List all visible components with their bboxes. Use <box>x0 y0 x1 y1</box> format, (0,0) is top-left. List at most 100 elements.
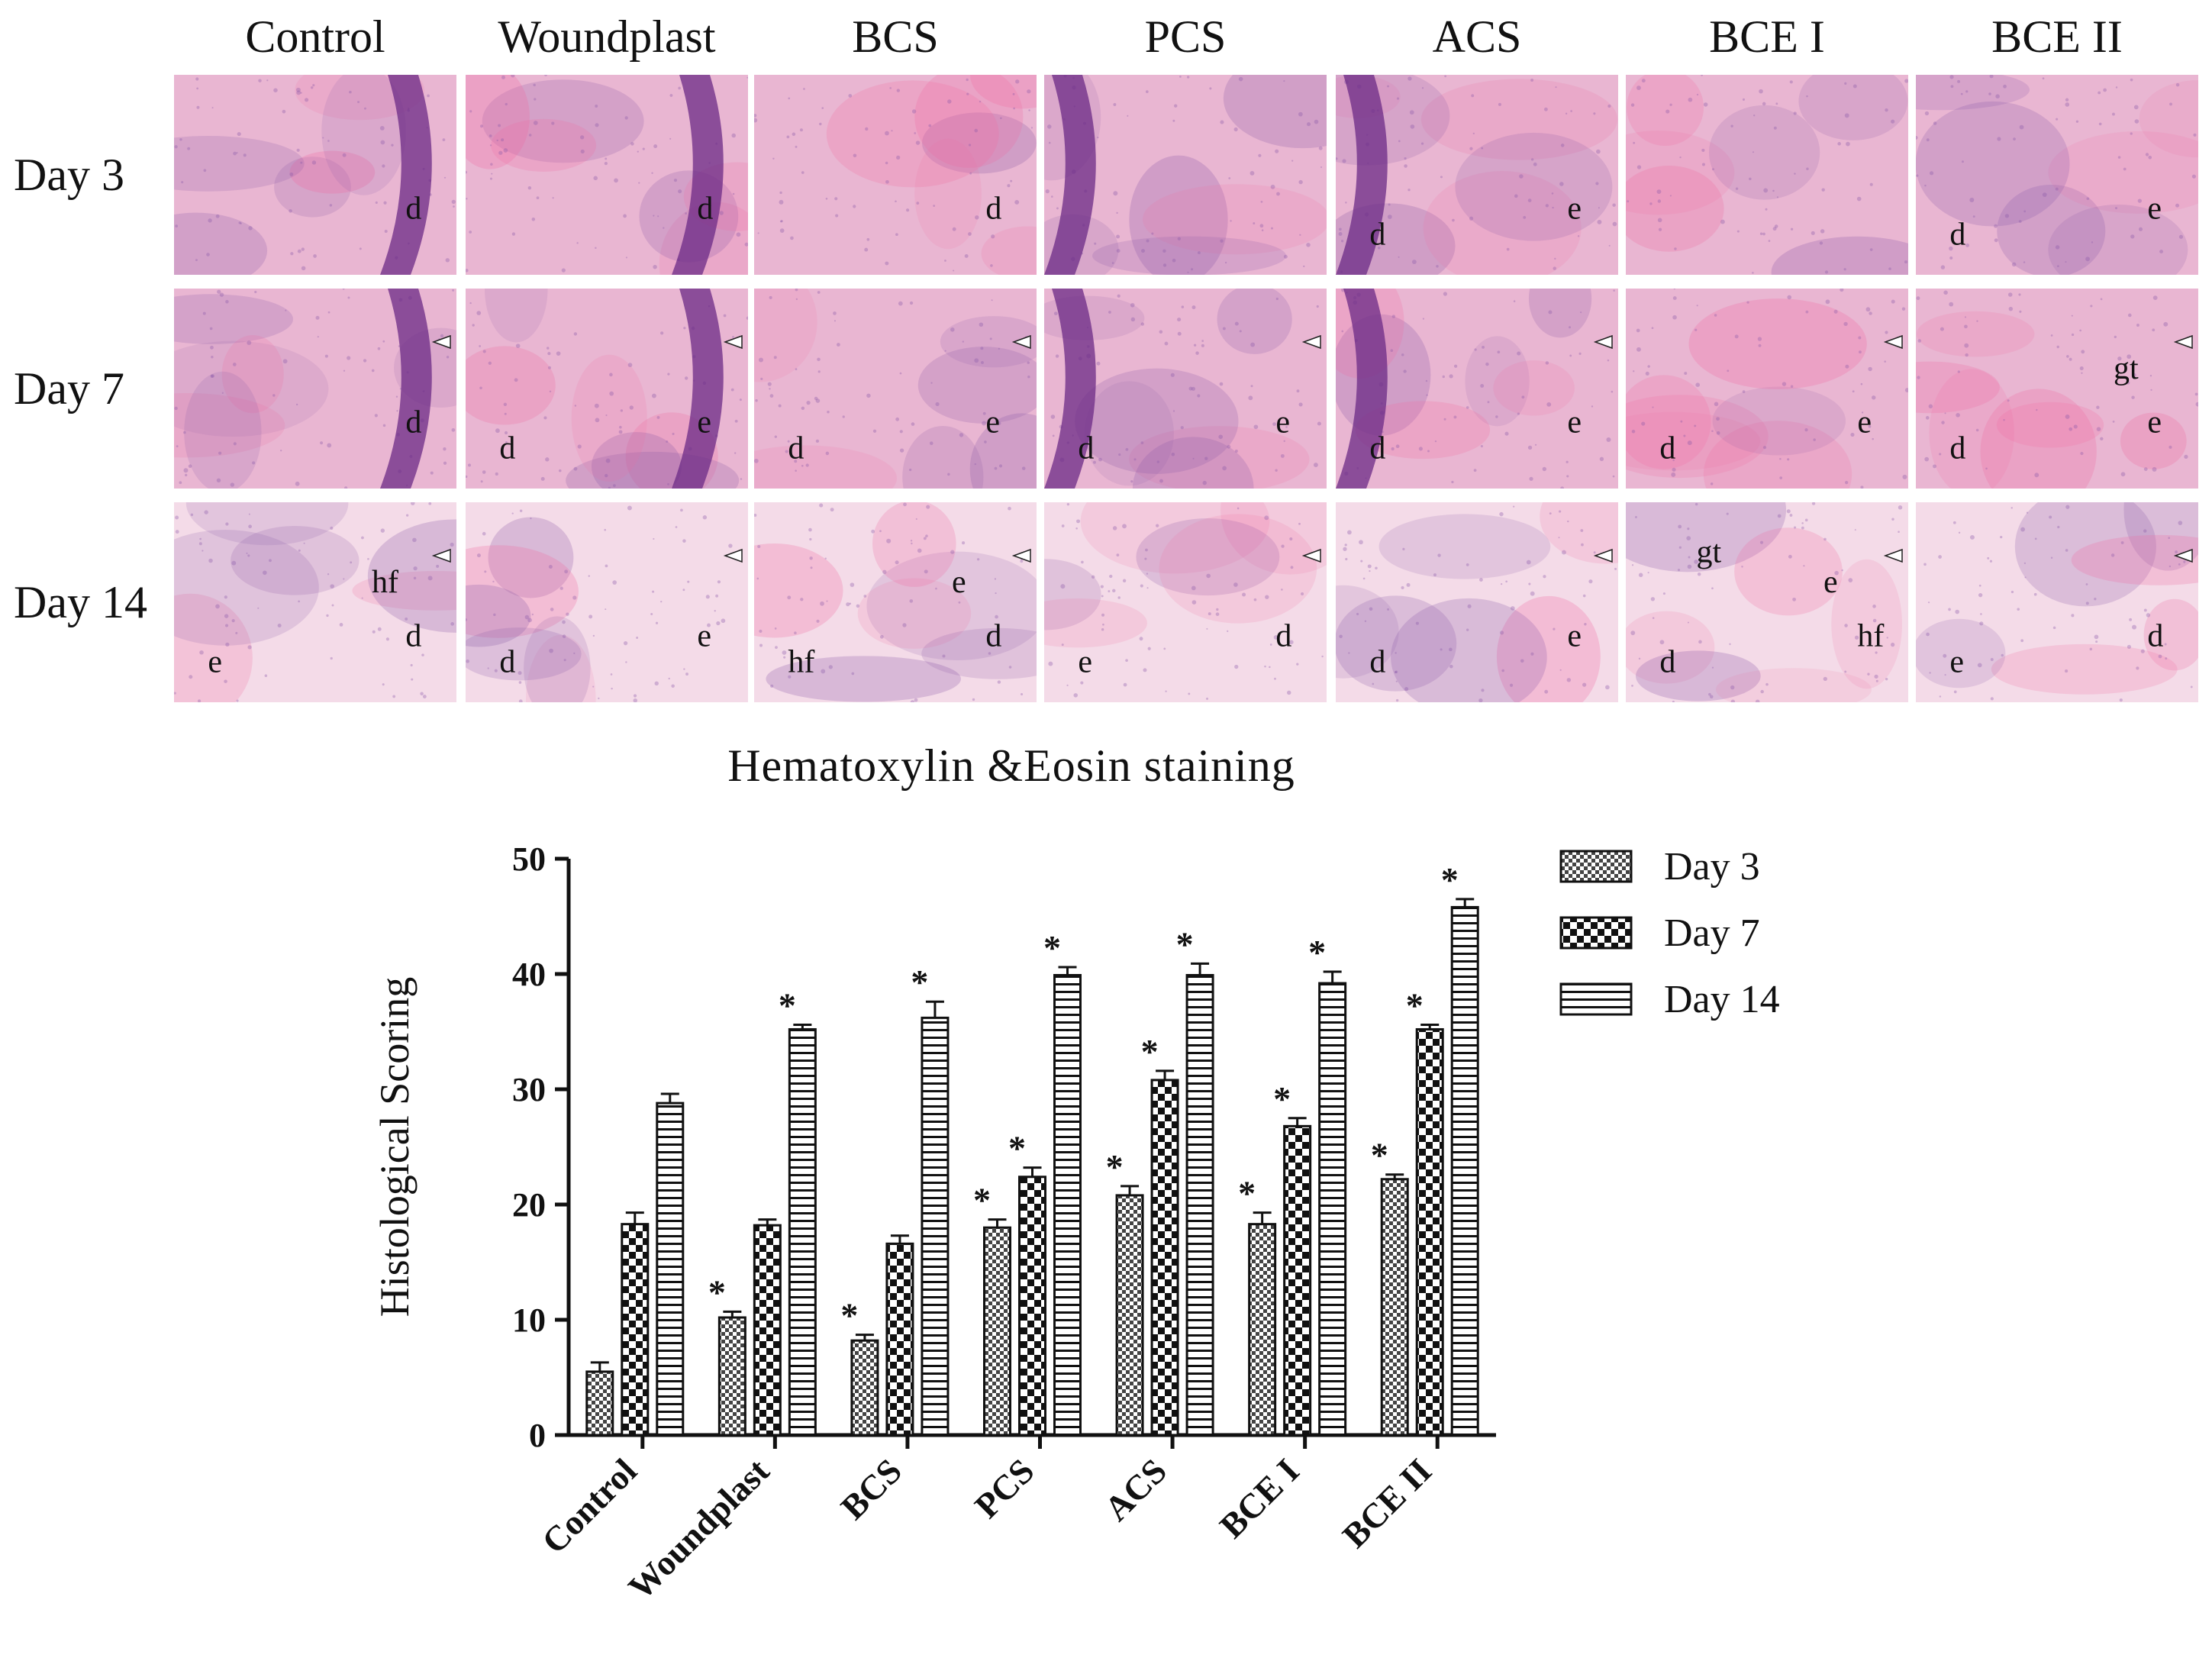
significance-marker: * <box>1308 933 1326 972</box>
panel-annotation-label: d <box>1659 645 1675 680</box>
panel-annotation-label: e <box>697 619 711 654</box>
significance-marker: * <box>708 1272 726 1311</box>
panel-annotation-label: e <box>1857 405 1872 440</box>
histology-image-day-3-bcs: d <box>754 75 1037 275</box>
significance-marker: * <box>1406 985 1424 1024</box>
panel-annotation-label: e <box>952 565 966 600</box>
column-header-bce-ii: BCE II <box>1991 11 2123 62</box>
panel-annotation-label: d <box>2147 619 2163 654</box>
bar-day-7 <box>1018 1176 1046 1437</box>
bar-day-14 <box>1185 974 1214 1437</box>
significance-marker: * <box>1238 1174 1256 1213</box>
panel-annotation-label: gt <box>2114 351 2139 386</box>
significance-marker: * <box>1043 928 1061 967</box>
panel-annotation-label: d <box>499 645 515 680</box>
legend-swatch-day-14 <box>1559 982 1633 1016</box>
histology-image-day-3-woundplast: d <box>466 75 748 275</box>
panel-annotation-label: e <box>1949 645 1964 680</box>
bar-day-3 <box>1248 1223 1277 1437</box>
panel-annotation-label: d <box>985 619 1001 654</box>
histology-image-day-7-control: d <box>174 289 456 489</box>
column-header-bcs: BCS <box>852 11 939 62</box>
legend-label: Day 3 <box>1664 845 1760 889</box>
panel-annotation-label: hf <box>1857 619 1884 654</box>
panel-annotation-label: hf <box>372 565 398 600</box>
bar-day-14 <box>1318 982 1347 1437</box>
y-tick-label: 30 <box>512 1071 546 1108</box>
y-tick-label: 40 <box>512 956 546 993</box>
legend-swatch-day-3 <box>1559 850 1633 883</box>
panel-annotation-label: e <box>1823 565 1838 600</box>
x-tick-label: ACS <box>1097 1451 1174 1528</box>
bar-day-14 <box>1053 974 1082 1437</box>
histology-image-day-3-bce-i <box>1626 75 1908 275</box>
bar-day-7 <box>621 1223 650 1437</box>
panel-annotation-label: e <box>208 645 222 680</box>
panel-annotation-label: d <box>499 431 515 466</box>
bar-day-3 <box>1115 1194 1144 1437</box>
panel-annotation-label: e <box>2147 192 2162 227</box>
column-header-acs: ACS <box>1432 11 1522 62</box>
panel-annotation-label: d <box>697 192 713 227</box>
row-header-day-7: Day 7 <box>14 363 124 414</box>
histology-image-day-3-pcs <box>1044 75 1327 275</box>
bar-day-14 <box>788 1027 817 1437</box>
significance-marker: * <box>911 963 928 1001</box>
x-tick-label: Woundplast <box>621 1451 777 1608</box>
bar-day-7 <box>1415 1027 1444 1437</box>
significance-marker: * <box>1273 1079 1291 1118</box>
panel-annotation-label: e <box>697 405 711 440</box>
panel-annotation-label: e <box>1275 405 1290 440</box>
histology-panel-grid: Control Woundplast BCS PCS ACS BCE I BCE II Day… <box>0 0 2212 710</box>
y-tick-label: 20 <box>512 1186 546 1224</box>
bar-day-3 <box>983 1226 1011 1437</box>
significance-marker: * <box>1176 924 1194 963</box>
histology-image-day-14-bcs: d hf e <box>754 502 1037 702</box>
y-axis-label: Histological Scoring <box>372 977 418 1317</box>
column-header-pcs: PCS <box>1144 11 1227 62</box>
bar-day-3 <box>717 1316 746 1437</box>
significance-marker: * <box>1141 1032 1159 1071</box>
x-tick-label: BCE I <box>1212 1451 1307 1546</box>
x-tick-label: BCS <box>834 1451 909 1527</box>
significance-marker: * <box>1441 860 1459 899</box>
panel-annotation-label: e <box>1567 192 1582 227</box>
panel-annotation-label: e <box>2147 405 2162 440</box>
panel-annotation-label: d <box>1275 619 1291 654</box>
x-tick-label: PCS <box>967 1451 1042 1526</box>
bar-day-3 <box>1380 1178 1409 1437</box>
column-header-control: Control <box>245 11 385 62</box>
panel-annotation-label: gt <box>1697 535 1722 570</box>
panel-annotation-label: e <box>985 405 1000 440</box>
y-tick-label: 10 <box>512 1301 546 1339</box>
panel-annotation-label: d <box>1369 218 1385 253</box>
bar-day-7 <box>885 1242 914 1437</box>
bar-day-14 <box>921 1016 950 1437</box>
panel-annotation-label: d <box>985 192 1001 227</box>
panel-annotation-label: e <box>1567 405 1582 440</box>
panel-annotation-label: d <box>405 619 421 654</box>
x-tick-label: Control <box>534 1451 644 1561</box>
histology-image-day-3-control: d <box>174 75 456 275</box>
legend-label: Day 14 <box>1664 978 1780 1021</box>
panel-annotation-label: e <box>1078 645 1092 680</box>
y-tick-label: 50 <box>512 840 546 878</box>
row-header-day-14: Day 14 <box>14 577 147 627</box>
bar-day-14 <box>656 1101 685 1437</box>
y-tick-label: 0 <box>529 1417 546 1454</box>
significance-marker: * <box>840 1296 858 1335</box>
chart-svg: Hematoxylin &Eosin staining Histological … <box>372 740 1780 1608</box>
panel-annotation-label: d <box>1659 431 1675 466</box>
panel-annotation-label: d <box>1078 431 1094 466</box>
significance-marker: * <box>1106 1147 1124 1186</box>
panel-annotation-label: d <box>1949 218 1965 253</box>
